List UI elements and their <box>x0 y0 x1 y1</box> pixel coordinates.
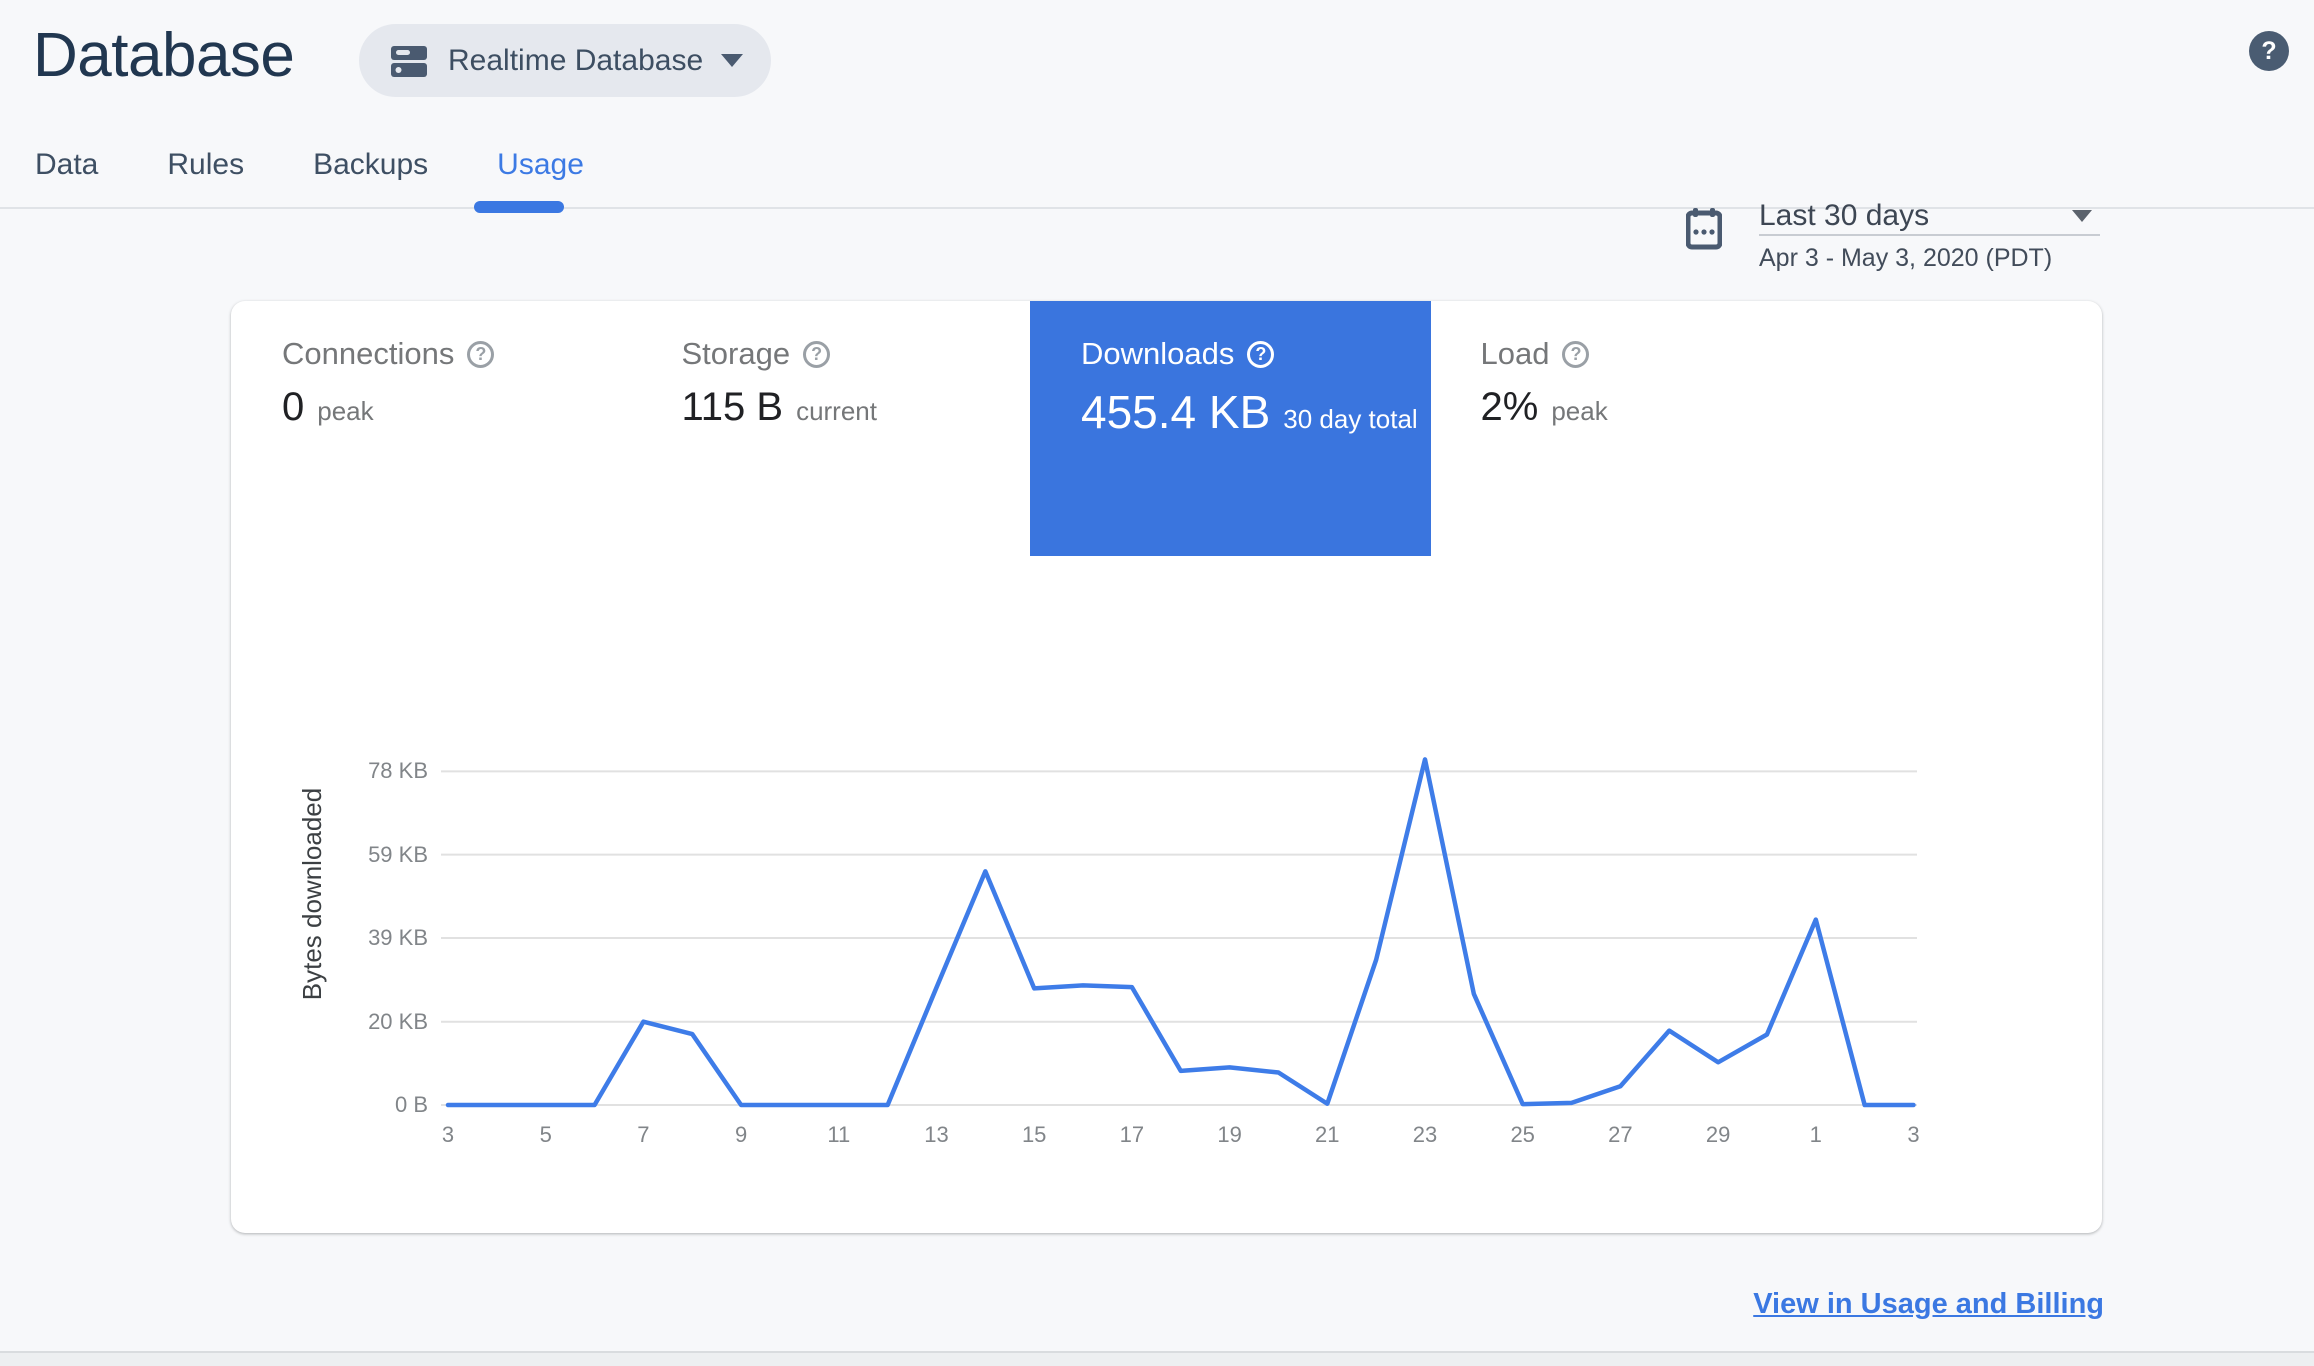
y-tick-label: 0 B <box>394 1092 428 1117</box>
tab-data[interactable]: Data <box>35 148 99 181</box>
stat-label: Connections <box>282 336 455 371</box>
stat-label: Storage <box>681 336 791 371</box>
stat-unit: peak <box>1551 396 1608 426</box>
y-tick-label: 39 KB <box>368 924 428 950</box>
x-tick-label: 17 <box>1119 1122 1145 1147</box>
x-tick-label: 21 <box>1315 1122 1340 1147</box>
help-button[interactable]: ? <box>2249 31 2289 71</box>
help-circle-icon[interactable]: ? <box>803 340 831 368</box>
stat-load[interactable]: Load ? 2% peak <box>1430 301 1830 556</box>
help-circle-icon[interactable]: ? <box>467 340 495 368</box>
x-tick-label: 23 <box>1412 1122 1438 1147</box>
y-tick-label: 78 KB <box>368 758 428 784</box>
stat-connections[interactable]: Connections ? 0 peak <box>231 301 631 556</box>
x-tick-label: 1 <box>1809 1122 1822 1147</box>
y-tick-label: 59 KB <box>368 841 428 867</box>
x-tick-label: 9 <box>734 1122 748 1147</box>
realtime-database-selector[interactable]: Realtime Database <box>359 24 772 97</box>
stat-value: 115 B <box>681 385 784 429</box>
bottom-strip <box>0 1353 2314 1366</box>
tab-usage[interactable]: Usage <box>497 148 584 181</box>
x-tick-label: 11 <box>827 1122 851 1147</box>
x-tick-label: 13 <box>924 1122 949 1147</box>
calendar-icon <box>1685 208 1723 255</box>
tabs-divider <box>0 207 2314 209</box>
stat-value: 455.4 KB <box>1081 386 1271 438</box>
usage-card: Connections ? 0 peak Storage ? 115 B cur… <box>231 301 2102 1233</box>
y-tick-label: 20 KB <box>368 1008 428 1034</box>
date-range-preset: Last 30 days <box>1759 199 1930 232</box>
stat-unit: current <box>796 396 877 426</box>
stat-value: 0 <box>282 385 305 429</box>
x-tick-label: 25 <box>1510 1122 1535 1147</box>
view-usage-billing-link[interactable]: View in Usage and Billing <box>1753 1288 2104 1320</box>
x-tick-label: 15 <box>1021 1122 1047 1147</box>
tab-bar: Data Rules Backups Usage <box>35 144 584 186</box>
tab-rules[interactable]: Rules <box>167 148 245 181</box>
help-circle-icon[interactable]: ? <box>1562 340 1590 368</box>
x-tick-label: 27 <box>1608 1122 1633 1147</box>
x-tick-label: 7 <box>637 1122 650 1147</box>
x-tick-label: 5 <box>539 1122 552 1147</box>
bottom-divider <box>0 1351 2314 1353</box>
active-tab-indicator <box>474 201 564 213</box>
tab-backups[interactable]: Backups <box>313 148 429 181</box>
date-range-dates: Apr 3 - May 3, 2020 (PDT) <box>1759 244 2053 272</box>
stat-storage[interactable]: Storage ? 115 B current <box>631 301 1031 556</box>
date-range-dropdown[interactable]: Last 30 days <box>1759 200 2100 236</box>
x-tick-label: 19 <box>1217 1122 1242 1147</box>
stat-label: Downloads <box>1081 336 1235 371</box>
stat-value: 2% <box>1480 385 1539 429</box>
x-tick-label: 3 <box>1907 1122 1920 1147</box>
help-circle-icon[interactable]: ? <box>1247 340 1275 368</box>
chevron-down-icon <box>721 54 744 67</box>
page-title: Database <box>33 21 295 90</box>
database-icon <box>388 40 430 82</box>
stat-unit: peak <box>317 396 374 426</box>
question-mark-icon: ? <box>2261 36 2277 65</box>
stat-downloads[interactable]: Downloads ? 455.4 KB 30 day total <box>1030 301 1431 556</box>
stat-label: Load <box>1480 336 1550 371</box>
instance-selector-label: Realtime Database <box>448 43 704 77</box>
x-tick-label: 29 <box>1705 1122 1731 1147</box>
chevron-down-icon <box>2072 210 2092 222</box>
stat-unit: 30 day total <box>1283 404 1418 434</box>
x-tick-label: 3 <box>441 1122 455 1147</box>
